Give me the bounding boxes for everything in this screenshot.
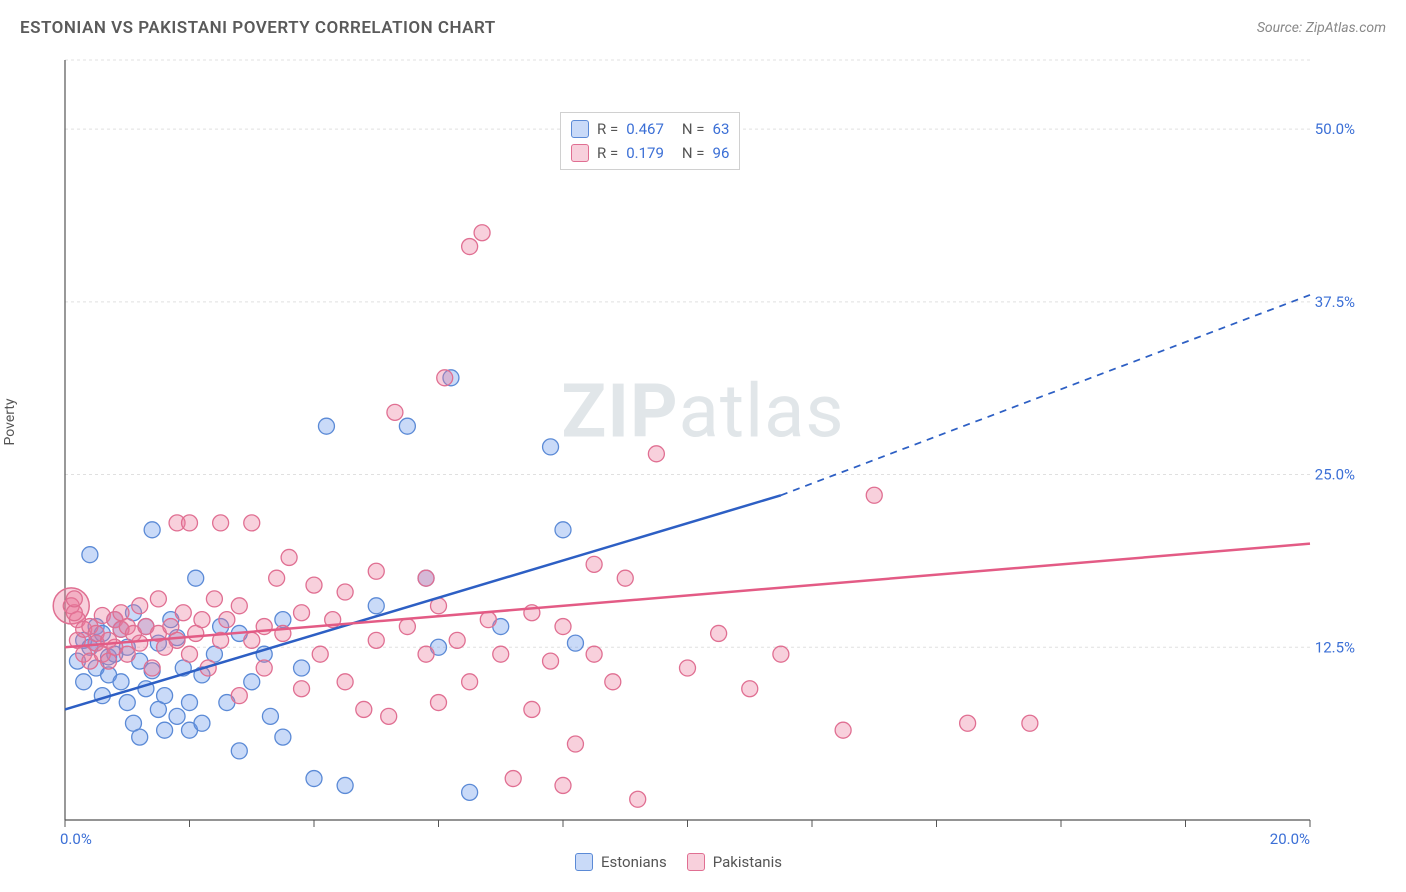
source-label: Source: ZipAtlas.com [1257, 20, 1386, 36]
legend-n-label: N = [682, 117, 705, 141]
svg-text:12.5%: 12.5% [1315, 638, 1355, 656]
legend-r-value: 0.467 [626, 117, 664, 141]
legend-swatch [571, 120, 589, 138]
legend-n-value: 63 [713, 117, 730, 141]
legend-r-label: R = [597, 117, 618, 141]
chart-title: ESTONIAN VS PAKISTANI POVERTY CORRELATIO… [20, 18, 496, 38]
legend-series: Estonians Pakistanis [575, 853, 782, 871]
source-prefix: Source: [1257, 20, 1306, 36]
legend-swatch [575, 853, 593, 871]
svg-text:20.0%: 20.0% [1270, 830, 1310, 848]
legend-swatch [571, 144, 589, 162]
legend-series-item: Pakistanis [687, 853, 782, 871]
svg-text:37.5%: 37.5% [1315, 293, 1355, 311]
legend-swatch [687, 853, 705, 871]
svg-text:25.0%: 25.0% [1315, 466, 1355, 484]
y-axis-label: Poverty [2, 398, 18, 445]
legend-series-label: Pakistanis [713, 853, 782, 871]
legend-correlation-row: R = 0.467 N = 63 [571, 117, 729, 141]
chart-container: Poverty 0.0%20.0%12.5%25.0%37.5%50.0% ZI… [20, 50, 1386, 872]
legend-series-label: Estonians [601, 853, 667, 871]
svg-text:50.0%: 50.0% [1315, 120, 1355, 138]
svg-text:0.0%: 0.0% [60, 830, 92, 848]
legend-n-label: N = [682, 141, 705, 165]
legend-correlation-row: R = 0.179 N = 96 [571, 141, 729, 165]
legend-correlation: R = 0.467 N = 63 R = 0.179 N = 96 [560, 112, 740, 170]
legend-n-value: 96 [713, 141, 730, 165]
legend-series-item: Estonians [575, 853, 667, 871]
scatter-chart: 0.0% 20.0% 12.5% 25.0% 37.5% 50.0% [20, 50, 1360, 850]
legend-r-value: 0.179 [626, 141, 664, 165]
source-value: ZipAtlas.com [1306, 20, 1386, 36]
legend-r-label: R = [597, 141, 618, 165]
